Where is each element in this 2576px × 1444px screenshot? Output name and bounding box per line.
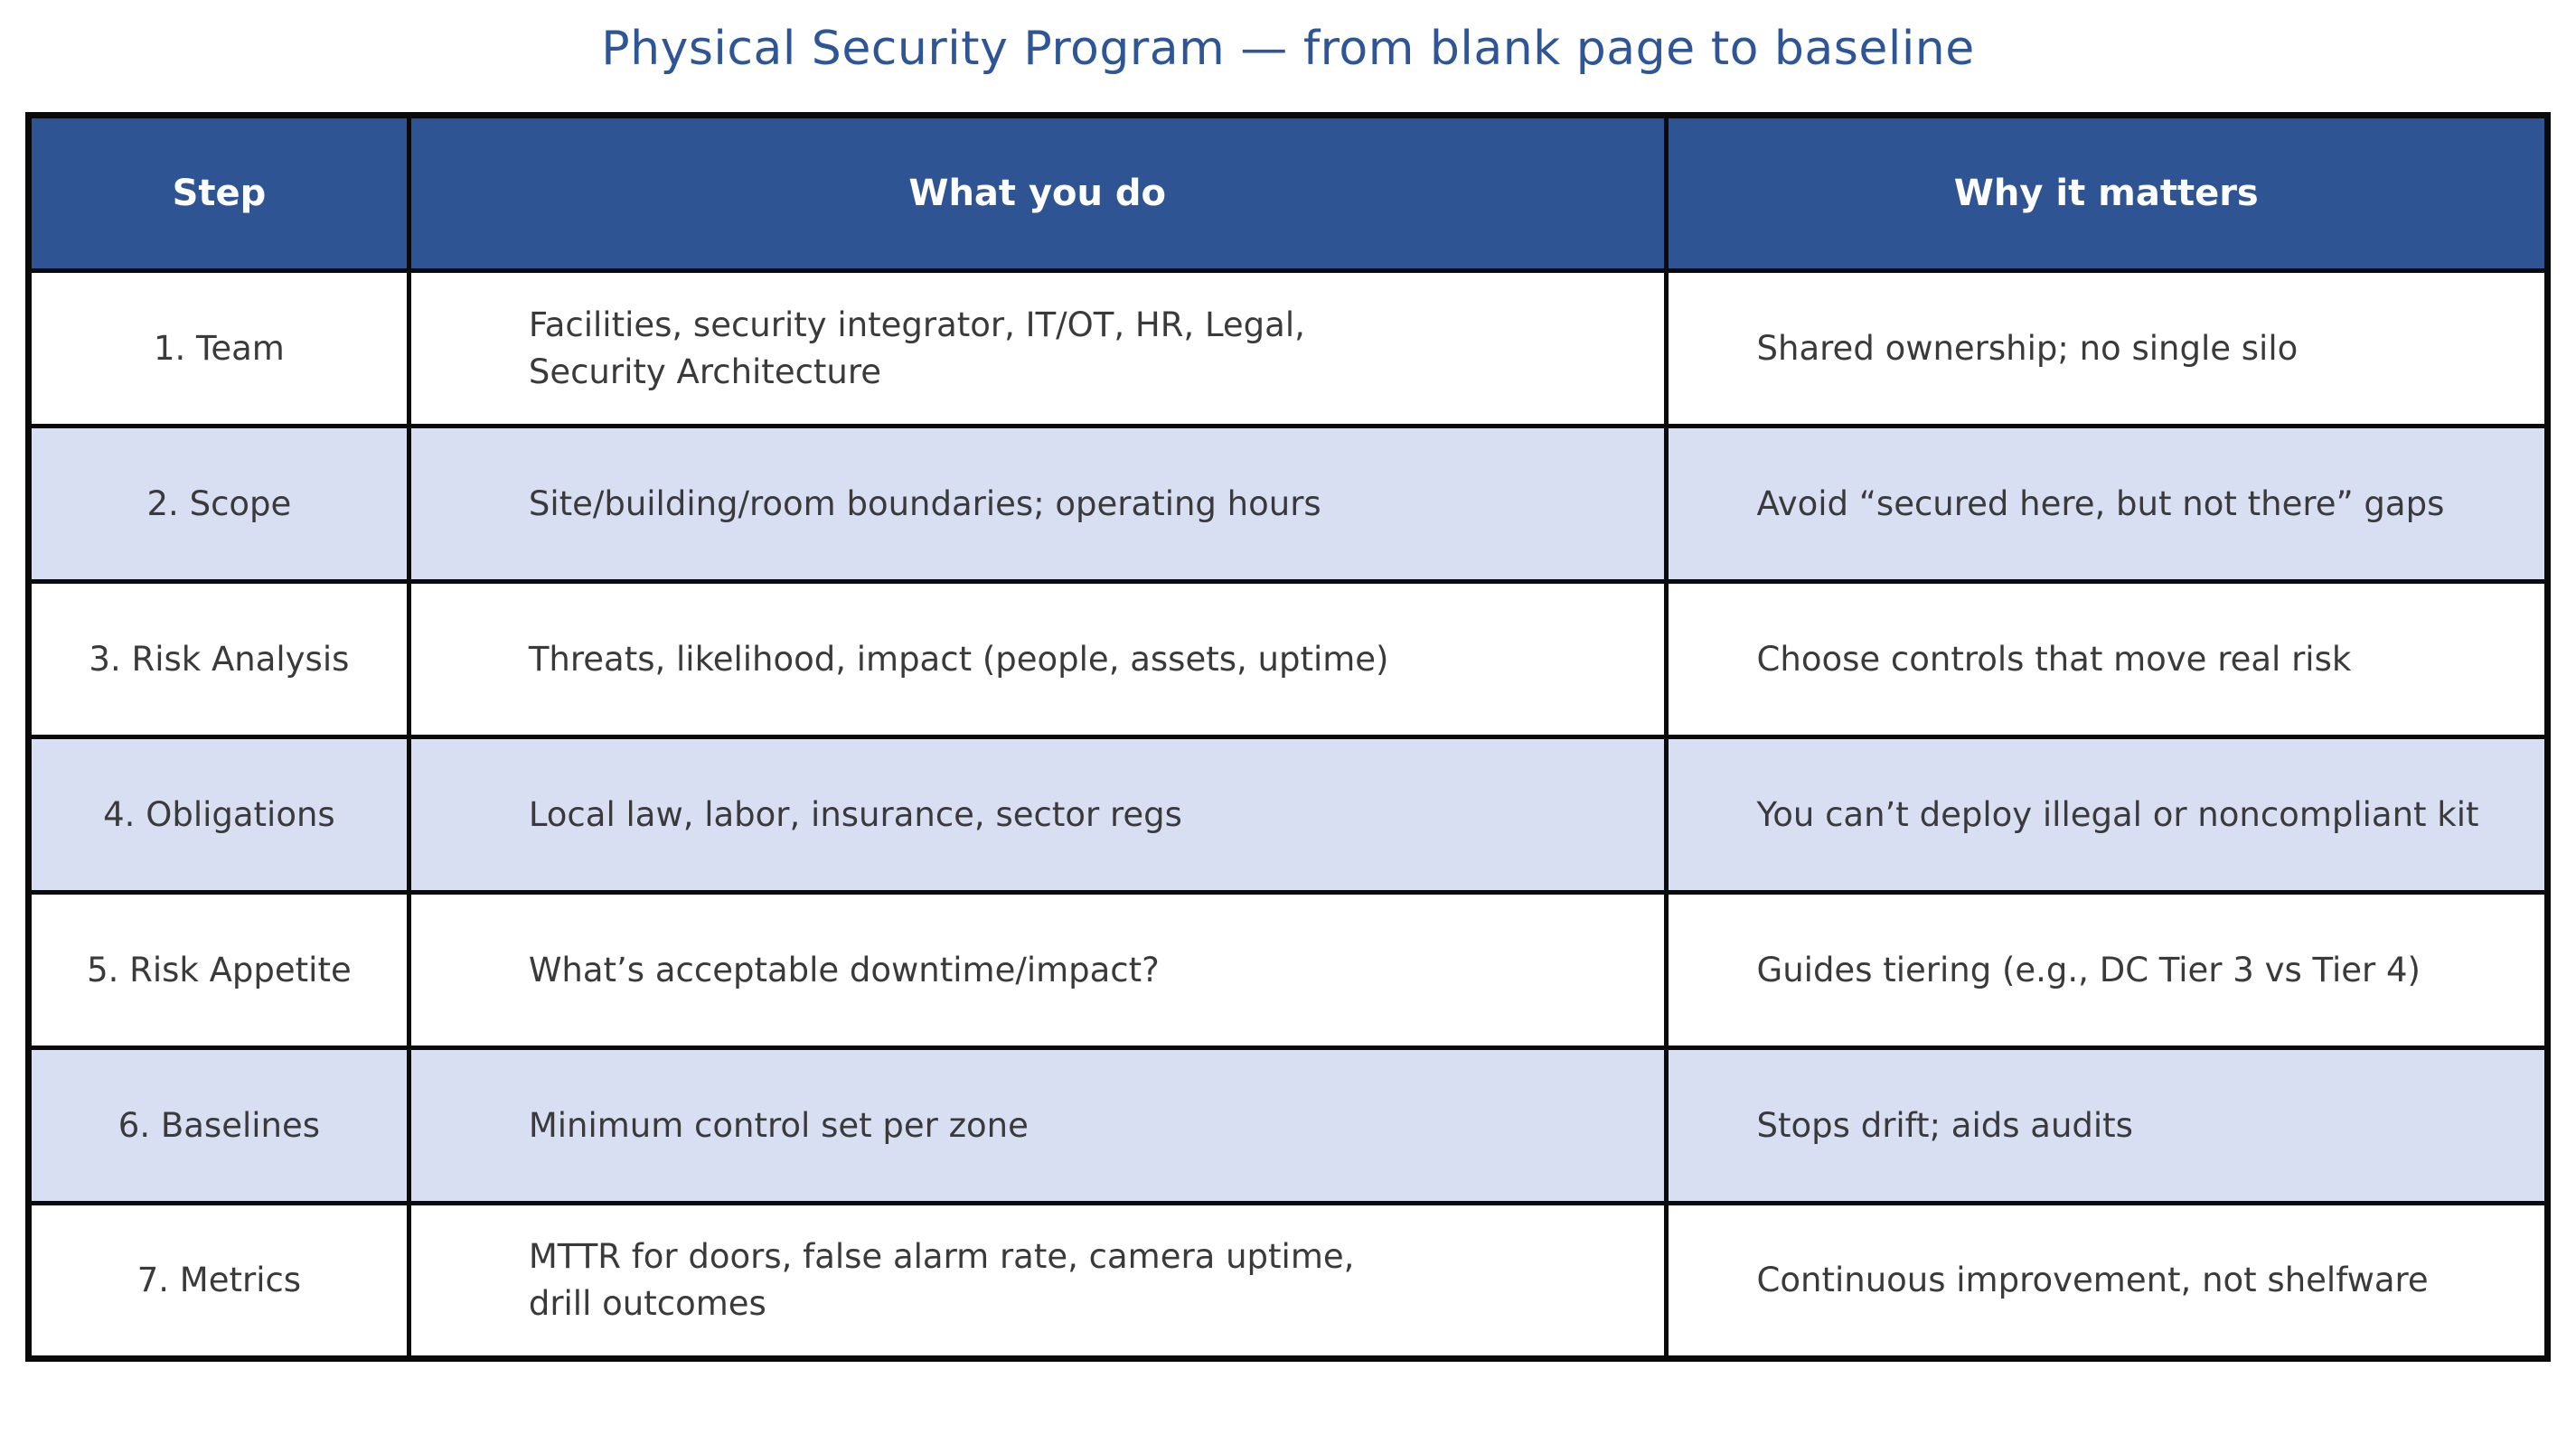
table-row: 2. Scope Site/building/room boundaries; … [26,424,2551,584]
column-header-what-you-do: What you do [406,113,1669,273]
step-cell: 1. Team [26,268,411,428]
what-cell: Facilities, security integrator, IT/OT, … [406,268,1669,428]
what-cell: Site/building/room boundaries; operating… [406,424,1669,584]
why-cell: Guides tiering (e.g., DC Tier 3 vs Tier … [1663,890,2551,1050]
why-cell: Avoid “secured here, but not there” gaps [1663,424,2551,584]
step-cell: 2. Scope [26,424,411,584]
table-row: 4. Obligations Local law, labor, insuran… [26,735,2551,895]
step-cell: 5. Risk Appetite [26,890,411,1050]
what-cell: What’s acceptable downtime/impact? [406,890,1669,1050]
why-cell: Shared ownership; no single silo [1663,268,2551,428]
table-row: 3. Risk Analysis Threats, likelihood, im… [26,579,2551,739]
step-cell: 3. Risk Analysis [26,579,411,739]
what-cell: MTTR for doors, false alarm rate, camera… [406,1201,1669,1361]
what-cell: Minimum control set per zone [406,1045,1669,1205]
what-cell: Threats, likelihood, impact (people, ass… [406,579,1669,739]
column-header-step: Step [26,113,411,273]
page-title: Physical Security Program — from blank p… [601,22,1975,76]
why-cell: Stops drift; aids audits [1663,1045,2551,1205]
table-row: 7. Metrics MTTR for doors, false alarm r… [26,1201,2551,1361]
table-row: 6. Baselines Minimum control set per zon… [26,1045,2551,1205]
step-cell: 4. Obligations [26,735,411,895]
step-cell: 7. Metrics [26,1201,411,1361]
column-header-why-it-matters: Why it matters [1663,113,2551,273]
step-cell: 6. Baselines [26,1045,411,1205]
why-cell: Choose controls that move real risk [1663,579,2551,739]
table-row: 5. Risk Appetite What’s acceptable downt… [26,890,2551,1050]
table-header-row: Step What you do Why it matters [26,113,2551,273]
why-cell: You can’t deploy illegal or noncompliant… [1663,735,2551,895]
table-row: 1. Team Facilities, security integrator,… [26,268,2551,428]
security-program-table-container: Step What you do Why it matters 1. Team … [25,112,2551,1362]
security-program-table: Step What you do Why it matters 1. Team … [25,112,2551,1362]
what-cell: Local law, labor, insurance, sector regs [406,735,1669,895]
why-cell: Continuous improvement, not shelfware [1663,1201,2551,1361]
